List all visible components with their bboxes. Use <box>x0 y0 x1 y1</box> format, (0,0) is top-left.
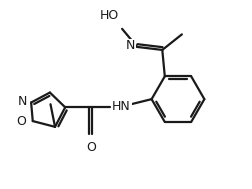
Text: O: O <box>16 115 26 128</box>
Text: HO: HO <box>100 9 119 22</box>
Text: N: N <box>125 40 135 52</box>
Text: N: N <box>18 95 27 108</box>
Text: O: O <box>86 141 96 154</box>
Text: HN: HN <box>112 100 130 113</box>
